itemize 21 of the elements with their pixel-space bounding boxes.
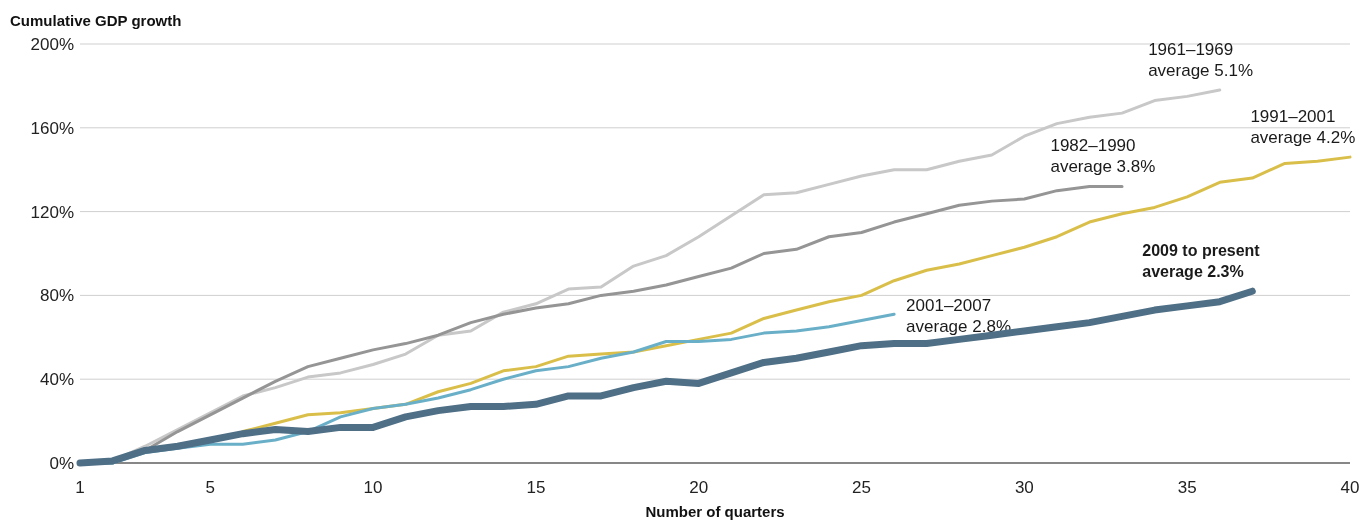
x-axis-title: Number of quarters	[645, 503, 785, 520]
x-tick-label: 20	[689, 478, 709, 497]
series-label: 2009 to present average 2.3%	[1142, 242, 1261, 281]
y-tick-label: 0%	[49, 454, 74, 473]
x-tick-label: 40	[1340, 478, 1360, 497]
chart-title: Cumulative GDP growth	[10, 12, 182, 29]
x-tick-label: 35	[1177, 478, 1197, 497]
series-label: 1961–1969 average 5.1%	[1148, 40, 1254, 81]
y-tick-label: 160%	[30, 118, 74, 138]
y-tick-label: 40%	[39, 370, 74, 390]
series-label: 1982–1990 average 3.8%	[1050, 136, 1156, 177]
x-tick-label: 15	[526, 478, 546, 497]
x-tick-label: 1	[75, 478, 85, 497]
x-tick-label: 25	[852, 478, 871, 497]
x-tick-label: 30	[1014, 478, 1034, 497]
y-tick-label: 120%	[30, 202, 74, 222]
x-tick-label: 5	[205, 478, 215, 497]
y-tick-label: 80%	[39, 286, 74, 306]
y-tick-label: 200%	[30, 35, 74, 54]
series-label: 1991–2001 average 4.2%	[1250, 107, 1356, 148]
x-tick-label: 10	[363, 478, 383, 497]
